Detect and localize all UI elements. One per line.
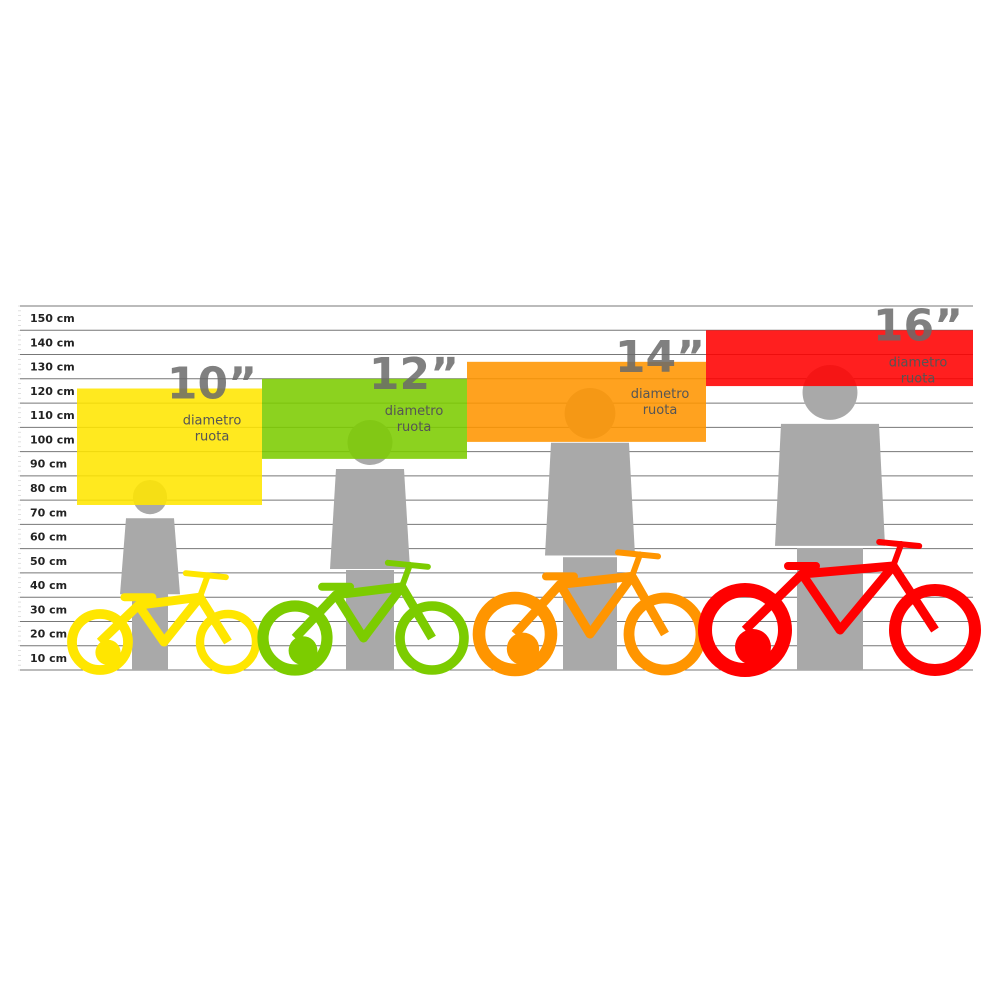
child-body [120, 518, 180, 595]
child-body [775, 423, 885, 546]
wheel-size-sublabel: diametro [183, 414, 242, 429]
bike-seat [120, 593, 157, 602]
training-wheel [288, 636, 318, 665]
y-tick-label: 50 cm [30, 555, 67, 568]
wheel-size-label: 14” [615, 332, 705, 383]
size-box-2 [467, 361, 706, 442]
child-body [330, 469, 410, 569]
wheel-size-sublabel: ruota [643, 403, 678, 418]
y-tick-label: 140 cm [30, 336, 75, 349]
bike-wheel [395, 601, 469, 675]
bike-frame [741, 561, 939, 635]
y-tick-label: 150 cm [30, 312, 75, 325]
bike-silhouettes [67, 539, 981, 677]
y-tick-label: 30 cm [30, 603, 67, 616]
size-box-1 [262, 378, 467, 459]
size-box-0 [77, 388, 262, 505]
y-axis-ticks: 10 cm 20 cm 30 cm 40 cm 50 cm 60 cm 70 cm 80 cm… [30, 312, 75, 665]
bike-handlebar [615, 549, 661, 580]
size-box-3 [706, 330, 973, 387]
bike-wheel [698, 583, 792, 677]
wheel-size-label: 16” [873, 300, 963, 351]
bike-handlebar [182, 570, 229, 601]
bike-wheel [257, 600, 333, 676]
wheel-size-sublabel: ruota [397, 420, 432, 435]
bike-wheel [195, 609, 261, 675]
bike-handlebar [876, 539, 923, 569]
bike-wheel [889, 584, 981, 676]
bike-handlebar [384, 559, 431, 590]
wheel-size-sublabel: diametro [889, 355, 948, 370]
y-tick-label: 70 cm [30, 506, 67, 519]
bike-seat [318, 582, 355, 591]
y-tick-label: 80 cm [30, 482, 67, 495]
y-tick-label: 130 cm [30, 361, 75, 374]
child-silhouettes [120, 365, 885, 670]
bike-frame [96, 592, 232, 647]
bike-frame [291, 582, 436, 643]
wheel-size-sublabel: diametro [385, 404, 444, 419]
child-body [545, 442, 635, 556]
y-tick-label: 60 cm [30, 531, 67, 544]
bike-seat [542, 572, 578, 581]
bike-wheel [472, 591, 558, 677]
wheel-size-label: 10” [167, 359, 257, 410]
y-tick-label: 120 cm [30, 385, 75, 398]
y-tick-label: 40 cm [30, 579, 67, 592]
y-tick-label: 20 cm [30, 628, 67, 641]
training-wheel [735, 629, 771, 665]
training-wheel [506, 632, 540, 665]
wheel-size-sublabel: ruota [901, 371, 936, 386]
size-range-boxes: 10”diametroruota12”diametroruota14”diame… [77, 300, 973, 505]
y-tick-label: 10 cm [30, 652, 67, 665]
y-tick-label: 90 cm [30, 458, 67, 471]
y-tick-label: 100 cm [30, 433, 75, 446]
bike-seat [784, 562, 820, 570]
y-tick-label: 110 cm [30, 409, 75, 422]
training-wheel [95, 639, 121, 666]
wheel-size-sublabel: ruota [195, 430, 230, 445]
bike-wheel [67, 609, 133, 675]
bike-frame [511, 571, 669, 639]
wheel-size-label: 12” [369, 349, 459, 400]
wheel-size-sublabel: diametro [631, 387, 690, 402]
